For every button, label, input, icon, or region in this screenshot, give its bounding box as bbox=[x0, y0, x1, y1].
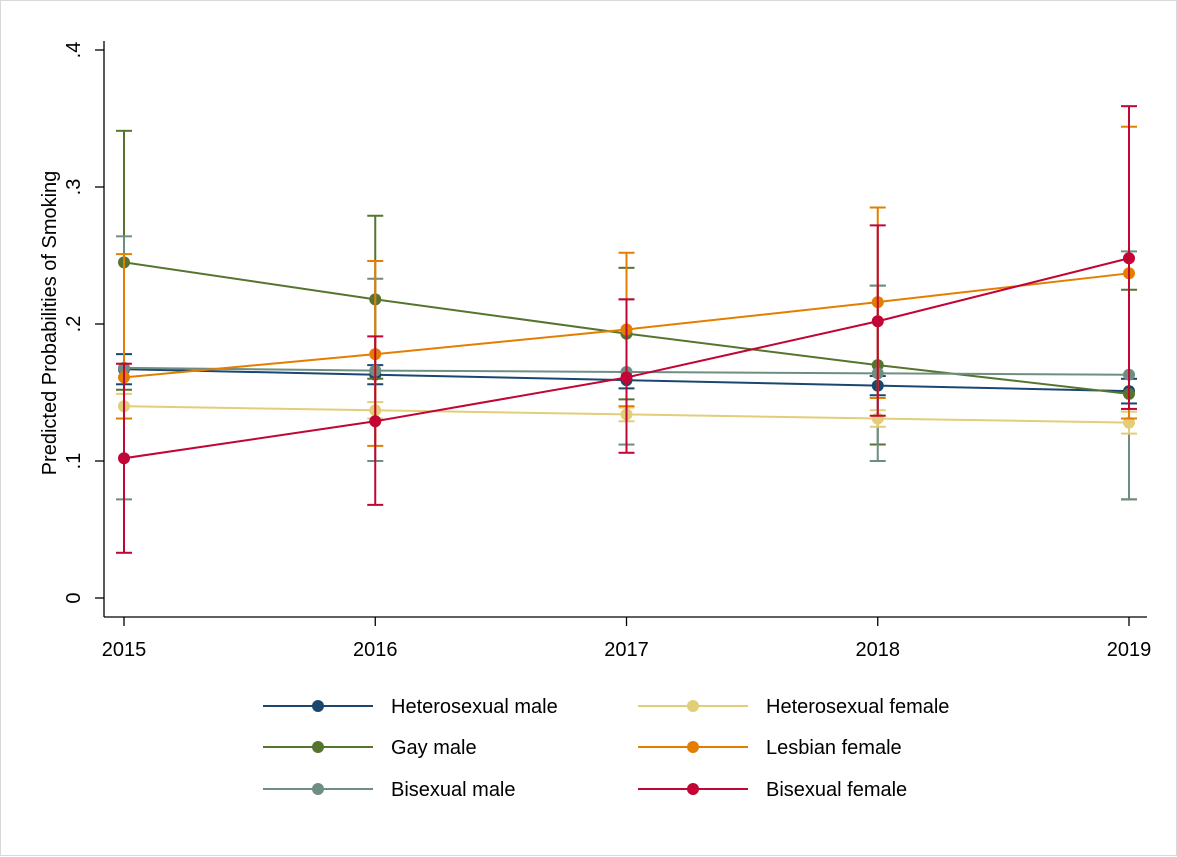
legend-marker bbox=[687, 741, 699, 753]
legend-item: Bisexual male bbox=[263, 779, 516, 801]
legend-label: Heterosexual male bbox=[391, 696, 558, 718]
x-tick-label: 2019 bbox=[1107, 639, 1152, 661]
data-point bbox=[1123, 416, 1135, 429]
legend-item: Gay male bbox=[263, 737, 477, 759]
series-bisexual-female bbox=[116, 105, 1137, 554]
data-point bbox=[118, 452, 130, 465]
legend-marker bbox=[312, 700, 324, 712]
y-tick-label: .2 bbox=[63, 316, 85, 333]
legend-label: Bisexual female bbox=[766, 779, 907, 801]
y-axis-label: Predicted Probabilities of Smoking bbox=[39, 171, 61, 476]
axes: 0 .1 .2 .3 .4 2015 2016 2017 2018 2019 bbox=[63, 41, 1151, 661]
x-tick-label: 2015 bbox=[102, 639, 147, 661]
x-tick-label: 2017 bbox=[604, 639, 649, 661]
data-point bbox=[620, 371, 633, 384]
legend-item: Heterosexual female bbox=[638, 696, 949, 718]
legend-label: Gay male bbox=[391, 737, 477, 759]
y-tick-label: .4 bbox=[63, 42, 85, 59]
legend-marker bbox=[687, 783, 699, 795]
x-tick-label: 2016 bbox=[353, 639, 398, 661]
legend-item: Lesbian female bbox=[638, 737, 902, 759]
legend-marker bbox=[687, 700, 699, 712]
legend-marker bbox=[312, 741, 324, 753]
legend-label: Lesbian female bbox=[766, 737, 902, 759]
data-point bbox=[871, 315, 884, 328]
y-tick-label: .3 bbox=[63, 179, 85, 196]
x-tick-label: 2018 bbox=[856, 639, 901, 661]
legend-label: Bisexual male bbox=[391, 779, 516, 801]
legend-label: Heterosexual female bbox=[766, 696, 949, 718]
legend-marker bbox=[312, 783, 324, 795]
data-point bbox=[369, 415, 382, 428]
legend: Heterosexual male Heterosexual female Gay … bbox=[263, 696, 949, 801]
data-point bbox=[1123, 252, 1135, 265]
plot-area bbox=[116, 105, 1137, 554]
y-tick-label: .1 bbox=[63, 453, 85, 470]
legend-item: Heterosexual male bbox=[263, 696, 558, 718]
y-tick-label: 0 bbox=[63, 592, 85, 603]
legend-item: Bisexual female bbox=[638, 779, 907, 801]
